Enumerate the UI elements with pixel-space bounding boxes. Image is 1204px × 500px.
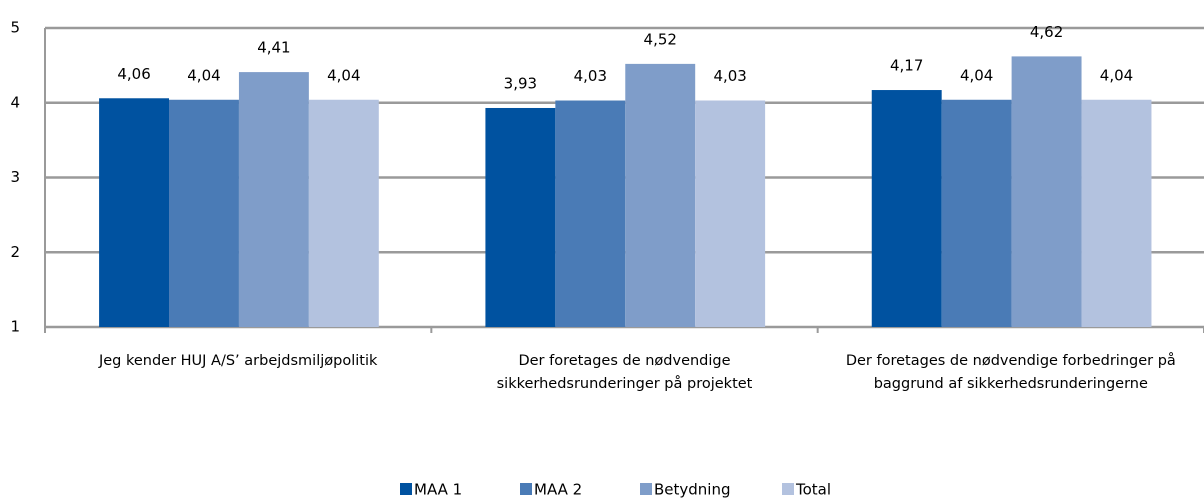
- bar: [941, 99, 1012, 327]
- data-label: 4,04: [960, 66, 993, 84]
- data-label: 4,04: [327, 66, 360, 84]
- bar: [1081, 99, 1152, 327]
- bar: [871, 90, 942, 327]
- x-tick-label: Der foretages de nødvendige forbedringer…: [845, 353, 1176, 392]
- x-tick-label: Der foretages de nødvendige sikkerhedsru…: [496, 353, 753, 392]
- bar: [238, 72, 309, 327]
- bar: [169, 99, 239, 327]
- bar: [625, 63, 696, 327]
- data-label: 4,62: [1030, 23, 1063, 41]
- legend-label: MAA 1: [414, 481, 462, 499]
- y-tick-label: 1: [10, 318, 20, 336]
- bar: [1011, 56, 1082, 327]
- bar: [695, 100, 766, 327]
- legend-swatch: [520, 483, 532, 495]
- data-label: 4,52: [644, 30, 677, 48]
- data-label: 4,03: [574, 67, 607, 85]
- legend-swatch: [400, 483, 412, 495]
- bar: [485, 107, 556, 327]
- data-label: 4,41: [257, 39, 290, 57]
- data-label: 3,93: [504, 74, 537, 92]
- x-tick-label: Jeg kender HUJ A/S’ arbejdsmiljøpolitik: [98, 353, 378, 369]
- data-label: 4,04: [1100, 66, 1133, 84]
- data-label: 4,04: [187, 66, 220, 84]
- data-label: 4,17: [890, 57, 923, 75]
- data-label: 4,06: [117, 65, 150, 83]
- data-label: 4,03: [713, 67, 746, 85]
- bar: [99, 98, 170, 327]
- y-tick-label: 5: [10, 19, 20, 37]
- y-tick-label: 3: [10, 168, 20, 186]
- legend-label: MAA 2: [534, 481, 582, 499]
- legend-swatch: [782, 483, 794, 495]
- legend-label: Total: [795, 481, 831, 499]
- bar: [555, 100, 626, 327]
- bar: [308, 99, 379, 327]
- legend-swatch: [640, 483, 652, 495]
- y-tick-label: 2: [10, 243, 20, 261]
- y-tick-label: 4: [10, 93, 20, 111]
- legend-label: Betydning: [654, 481, 731, 499]
